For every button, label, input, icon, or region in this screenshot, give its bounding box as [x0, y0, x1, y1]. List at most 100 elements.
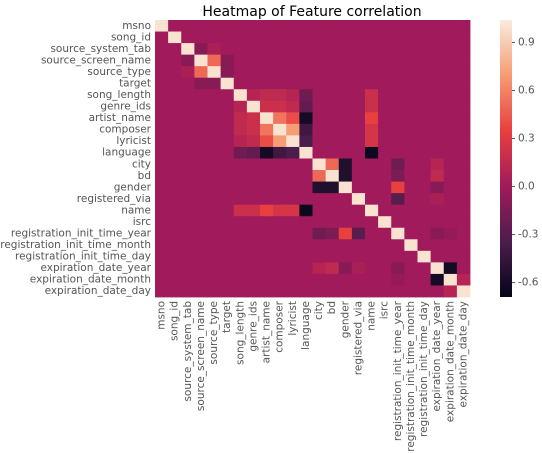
heatmap-cell	[273, 54, 287, 67]
heatmap-cell	[194, 20, 208, 32]
heatmap-cell	[391, 43, 405, 56]
heatmap-cell	[299, 77, 313, 90]
heatmap-cell	[155, 216, 169, 229]
heatmap-cell	[155, 43, 169, 56]
heatmap-cell	[351, 112, 366, 125]
heatmap-cell	[351, 285, 366, 298]
heatmap-cell	[194, 193, 208, 206]
heatmap-cell	[194, 100, 208, 113]
heatmap-cell	[378, 123, 392, 136]
heatmap-cell	[286, 262, 300, 275]
heatmap-cell	[312, 100, 327, 113]
heatmap-cell	[456, 135, 471, 148]
heatmap-cell	[378, 204, 392, 217]
heatmap-cell	[207, 250, 222, 263]
heatmap-cell	[207, 239, 222, 252]
heatmap-cell	[417, 216, 432, 229]
heatmap-cell	[417, 54, 432, 67]
heatmap-cell	[181, 123, 195, 136]
heatmap-cell	[273, 89, 287, 102]
heatmap-cell	[351, 54, 366, 67]
heatmap-cell	[207, 181, 222, 194]
heatmap-cell	[325, 262, 340, 275]
heatmap-cell	[338, 239, 353, 252]
heatmap-cell	[456, 77, 471, 90]
heatmap-cell	[233, 20, 248, 32]
heatmap-cell	[220, 227, 235, 240]
heatmap-cell	[168, 100, 182, 113]
heatmap-cell	[378, 77, 392, 90]
heatmap-cell	[299, 250, 313, 263]
heatmap-cell	[443, 31, 458, 44]
heatmap-cell	[233, 285, 248, 298]
heatmap-cell	[220, 239, 235, 252]
heatmap-cell	[391, 158, 405, 171]
heatmap-cell	[260, 250, 274, 263]
heatmap-cell	[168, 66, 182, 79]
heatmap-cell	[286, 123, 300, 136]
heatmap-cell	[325, 227, 340, 240]
heatmap-cell	[260, 239, 274, 252]
x-tick-label: bd	[326, 301, 338, 314]
heatmap-cell	[260, 123, 274, 136]
heatmap-cell	[168, 43, 182, 56]
heatmap-cell	[338, 227, 353, 240]
heatmap-cell	[207, 285, 222, 298]
heatmap-cell	[194, 285, 208, 298]
heatmap-cell	[220, 135, 235, 148]
heatmap-cell	[351, 273, 366, 286]
colorbar-tick-label: 0.0	[518, 181, 535, 193]
x-tick-label: composer	[274, 300, 286, 352]
heatmap-cell	[378, 112, 392, 125]
heatmap-cell	[155, 135, 169, 148]
heatmap-cell	[391, 31, 405, 44]
heatmap-cell	[391, 20, 405, 32]
heatmap-cell	[417, 31, 432, 44]
heatmap-cell	[155, 77, 169, 90]
heatmap-cell	[417, 66, 432, 79]
heatmap-cell	[273, 170, 287, 182]
heatmap-cell	[155, 262, 169, 275]
heatmap-cell	[456, 43, 471, 56]
heatmap-cell	[299, 239, 313, 252]
heatmap-cell	[365, 89, 379, 102]
y-tick-label: gender	[114, 181, 152, 193]
heatmap-cell	[338, 204, 353, 217]
heatmap-cell	[338, 181, 353, 194]
heatmap-cell	[181, 273, 195, 286]
heatmap-cell	[273, 262, 287, 275]
heatmap-cell	[246, 181, 261, 194]
heatmap-cell	[207, 135, 222, 148]
heatmap-cell	[312, 54, 327, 67]
heatmap-cell	[443, 227, 458, 240]
y-tick-label: msno	[122, 20, 151, 32]
heatmap-cell	[181, 227, 195, 240]
x-tick-label: lyricist	[287, 301, 299, 336]
heatmap-cell	[378, 31, 392, 44]
heatmap-cell	[233, 250, 248, 263]
heatmap-cell	[181, 146, 195, 159]
heatmap-cell	[181, 112, 195, 125]
heatmap-cell	[168, 250, 182, 263]
heatmap-cell	[456, 158, 471, 171]
y-tick-label: registration_init_time_month	[0, 239, 151, 251]
x-tick-label: target	[221, 301, 233, 333]
heatmap-cell	[246, 262, 261, 275]
heatmap-cell	[456, 54, 471, 67]
heatmap-cell	[155, 112, 169, 125]
heatmap-cell	[207, 89, 222, 102]
heatmap-cell	[233, 158, 248, 171]
heatmap-cell	[443, 89, 458, 102]
heatmap-cell	[220, 43, 235, 56]
heatmap-cell	[365, 54, 379, 67]
heatmap-cell	[260, 77, 274, 90]
heatmap-cell	[181, 216, 195, 229]
heatmap-cell	[404, 250, 418, 263]
heatmap-cell	[286, 89, 300, 102]
heatmap-cell	[168, 262, 182, 275]
heatmap-cell	[312, 31, 327, 44]
heatmap-cell	[456, 100, 471, 113]
heatmap-cell	[365, 20, 379, 32]
heatmap-cell	[286, 100, 300, 113]
heatmap-cell	[378, 89, 392, 102]
